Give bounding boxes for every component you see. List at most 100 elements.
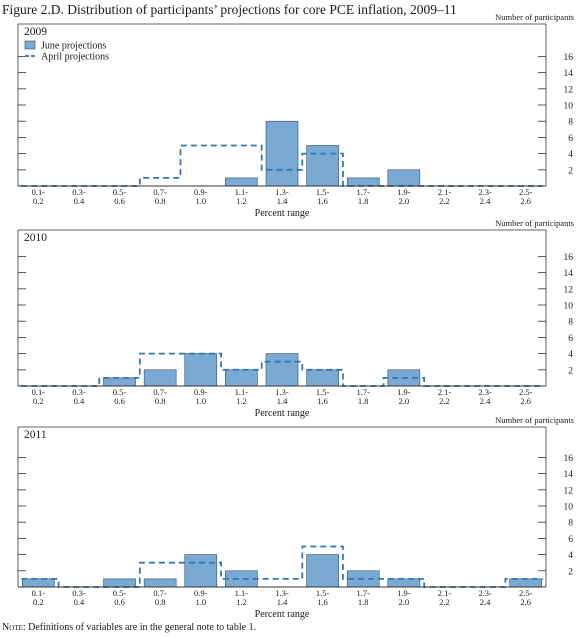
y-tick-label: 12 — [564, 486, 574, 496]
june-bar — [22, 578, 55, 588]
x-tick-label-bottom: 1.8 — [358, 196, 369, 206]
x-tick-label-bottom: 1.0 — [195, 196, 206, 206]
legend-april-label: April projections — [41, 52, 109, 63]
x-tick-label-top: 0.9- — [194, 387, 208, 397]
y-tick-label: 8 — [568, 318, 573, 328]
x-tick-label-bottom: 2.2 — [439, 396, 450, 406]
x-tick-label-top: 2.5- — [519, 387, 533, 397]
legend-june-swatch — [24, 40, 36, 50]
x-tick-label-bottom: 2.6 — [520, 597, 531, 607]
x-axis-label: Percent range — [255, 609, 310, 620]
june-bar — [387, 169, 421, 187]
x-tick-label-bottom: 2.0 — [399, 396, 410, 406]
june-bar — [143, 578, 177, 588]
x-tick-label-top: 0.9- — [194, 588, 208, 598]
x-tick-label-bottom: 1.2 — [236, 597, 247, 607]
x-tick-label-top: 1.7- — [356, 387, 370, 397]
x-axis-label: Percent range — [255, 208, 310, 219]
x-tick-label-bottom: 2.6 — [520, 196, 531, 206]
y-tick-label: 16 — [564, 253, 574, 263]
x-tick-label-top: 1.9- — [397, 588, 411, 598]
x-tick-label-top: 2.5- — [519, 187, 533, 197]
x-tick-label-top: 1.5- — [316, 187, 330, 197]
x-tick-label-top: 2.1- — [438, 187, 452, 197]
x-tick-label-bottom: 0.2 — [33, 396, 44, 406]
x-tick-label-top: 0.3- — [72, 387, 86, 397]
april-projection-line — [21, 352, 543, 387]
y-axis-label: Number of participants — [495, 12, 574, 22]
y-tick-label: 8 — [568, 118, 573, 128]
x-tick-label-bottom: 0.6 — [114, 597, 125, 607]
x-tick-label-bottom: 1.4 — [277, 396, 288, 406]
panel-title: 2009 — [24, 26, 47, 38]
x-tick-label-bottom: 0.8 — [155, 196, 166, 206]
y-tick-label: 2 — [568, 166, 573, 176]
x-tick-label-bottom: 0.2 — [33, 597, 44, 607]
june-bar — [387, 578, 421, 588]
x-tick-label-top: 1.3- — [275, 588, 289, 598]
june-bar — [103, 377, 136, 387]
june-bar — [225, 570, 258, 588]
june-bar — [509, 578, 542, 588]
x-tick-label-bottom: 1.0 — [195, 597, 206, 607]
x-tick-label-top: 0.9- — [194, 187, 208, 197]
x-tick-label-top: 1.9- — [397, 187, 411, 197]
y-tick-label: 12 — [564, 85, 574, 95]
x-tick-label-bottom: 2.0 — [399, 597, 410, 607]
x-tick-label-bottom: 1.8 — [358, 597, 369, 607]
june-bar — [265, 353, 299, 387]
x-tick-label-top: 1.1- — [235, 187, 249, 197]
x-tick-label-bottom: 1.2 — [236, 196, 247, 206]
y-tick-label: 4 — [568, 551, 573, 561]
june-bar — [225, 369, 258, 387]
x-tick-label-top: 0.7- — [153, 187, 167, 197]
y-tick-label: 4 — [568, 150, 573, 160]
x-tick-label-bottom: 0.6 — [114, 196, 125, 206]
x-tick-label-bottom: 2.4 — [480, 196, 491, 206]
legend-june-label: June projections — [41, 41, 106, 52]
x-tick-label-top: 2.3- — [478, 387, 492, 397]
x-tick-label-bottom: 2.2 — [439, 196, 450, 206]
x-tick-label-bottom: 0.4 — [74, 196, 85, 206]
y-tick-label: 6 — [568, 334, 573, 344]
x-tick-label-top: 1.7- — [356, 187, 370, 197]
y-tick-label: 14 — [564, 69, 574, 79]
figure-note: Note: Definitions of variables are in th… — [2, 622, 256, 633]
x-tick-label-top: 1.3- — [275, 387, 289, 397]
y-tick-label: 6 — [568, 134, 573, 144]
x-tick-label-top: 1.7- — [356, 588, 370, 598]
june-bar — [184, 353, 218, 387]
y-tick-label: 4 — [568, 350, 573, 360]
x-tick-label-bottom: 0.8 — [155, 597, 166, 607]
x-tick-label-top: 2.3- — [478, 187, 492, 197]
x-tick-label-bottom: 0.6 — [114, 396, 125, 406]
y-axis-label: Number of participants — [495, 415, 574, 425]
x-tick-label-bottom: 2.0 — [399, 196, 410, 206]
x-axis-label: Percent range — [255, 408, 310, 419]
june-bar — [265, 120, 299, 187]
x-tick-label-top: 2.1- — [438, 588, 452, 598]
x-tick-label-bottom: 1.2 — [236, 396, 247, 406]
x-tick-label-top: 1.3- — [275, 187, 289, 197]
june-bar — [306, 554, 339, 588]
y-tick-label: 10 — [564, 102, 574, 112]
june-bar — [143, 369, 177, 387]
note-label: Note: — [2, 622, 26, 633]
y-tick-label: 10 — [564, 302, 574, 312]
x-tick-label-top: 0.7- — [153, 588, 167, 598]
x-tick-label-bottom: 2.4 — [480, 396, 491, 406]
x-tick-label-top: 2.1- — [438, 387, 452, 397]
june-bar — [306, 369, 339, 387]
june-bar — [346, 177, 380, 187]
x-tick-label-top: 2.5- — [519, 588, 533, 598]
x-tick-label-top: 0.1- — [32, 387, 46, 397]
note-text: Definitions of variables are in the gene… — [28, 622, 257, 633]
x-tick-label-top: 0.5- — [113, 387, 127, 397]
x-tick-label-top: 0.3- — [72, 187, 86, 197]
y-tick-label: 10 — [564, 503, 574, 513]
x-tick-label-bottom: 2.2 — [439, 597, 450, 607]
april-projection-line — [21, 144, 543, 187]
june-bar — [184, 554, 218, 588]
x-tick-label-bottom: 0.8 — [155, 396, 166, 406]
x-tick-label-bottom: 1.0 — [195, 396, 206, 406]
